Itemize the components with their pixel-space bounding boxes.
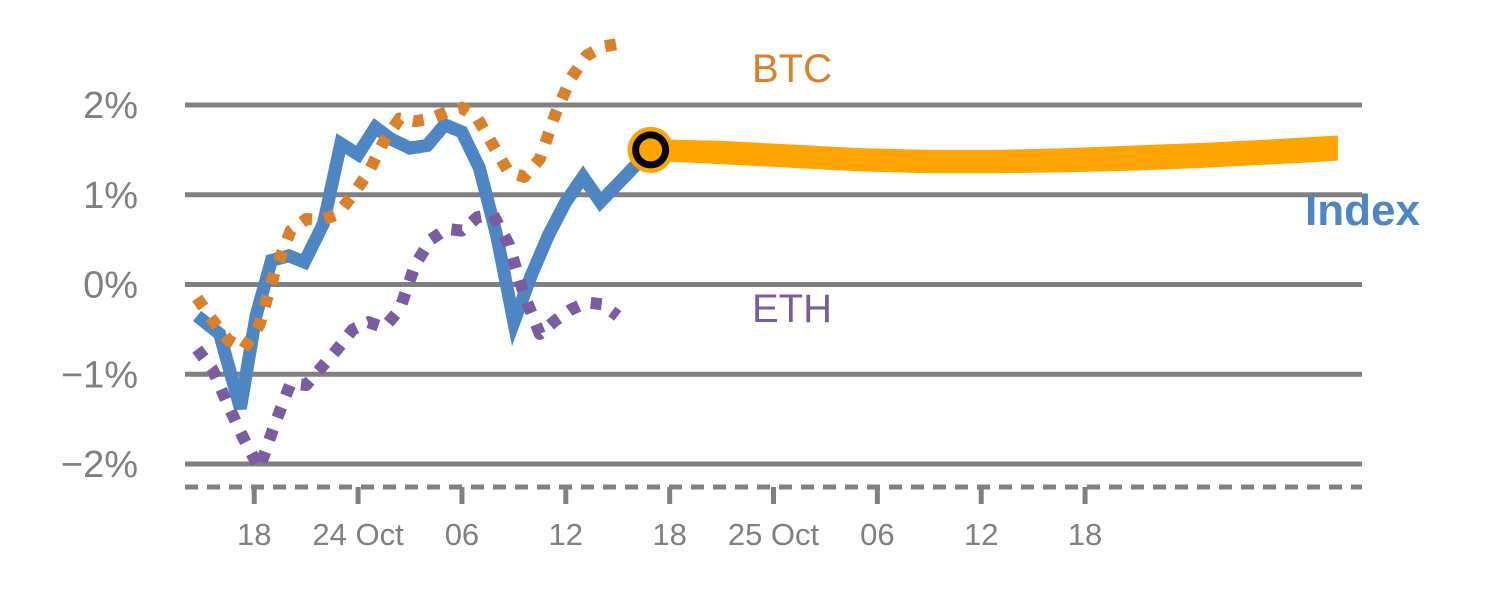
- y-axis-tick-labels: 2% 1% 0% −1% −2%: [61, 85, 138, 486]
- forecast-start-marker: [627, 126, 674, 173]
- x-tick-label: 18: [652, 517, 686, 552]
- marker-ring: [632, 131, 670, 169]
- series-line-index: [193, 116, 656, 411]
- x-tick-label: 18: [237, 517, 271, 552]
- x-axis-tick-labels: 18 24 Oct 06 12 18 25 Oct 06 12 18: [237, 517, 1102, 552]
- x-tick-label: 12: [549, 517, 583, 552]
- x-tick-label: 06: [860, 517, 894, 552]
- y-tick-label: −1%: [61, 354, 138, 396]
- gridlines: [185, 102, 1362, 467]
- series-lines: [192, 38, 656, 475]
- x-tick-label: 12: [964, 517, 998, 552]
- forecast-band: [650, 135, 1338, 174]
- x-axis: [185, 484, 1362, 504]
- series-line-eth: [192, 208, 622, 475]
- x-tick-label: 25 Oct: [728, 517, 820, 552]
- series-label-eth: ETH: [752, 287, 832, 331]
- y-tick-label: −2%: [61, 444, 138, 486]
- x-tick-label: 06: [445, 517, 479, 552]
- y-tick-label: 0%: [83, 265, 138, 307]
- series-label-index: Index: [1305, 186, 1420, 235]
- y-tick-label: 2%: [83, 85, 138, 127]
- series-label-btc: BTC: [752, 47, 832, 91]
- forecast-ribbon: [650, 135, 1338, 174]
- series-inline-labels: BTC ETH Index: [752, 47, 1420, 331]
- x-tick-label: 24 Oct: [312, 517, 404, 552]
- y-tick-label: 1%: [83, 175, 138, 217]
- series-line-btc: [192, 38, 619, 356]
- x-tick-label: 18: [1068, 517, 1102, 552]
